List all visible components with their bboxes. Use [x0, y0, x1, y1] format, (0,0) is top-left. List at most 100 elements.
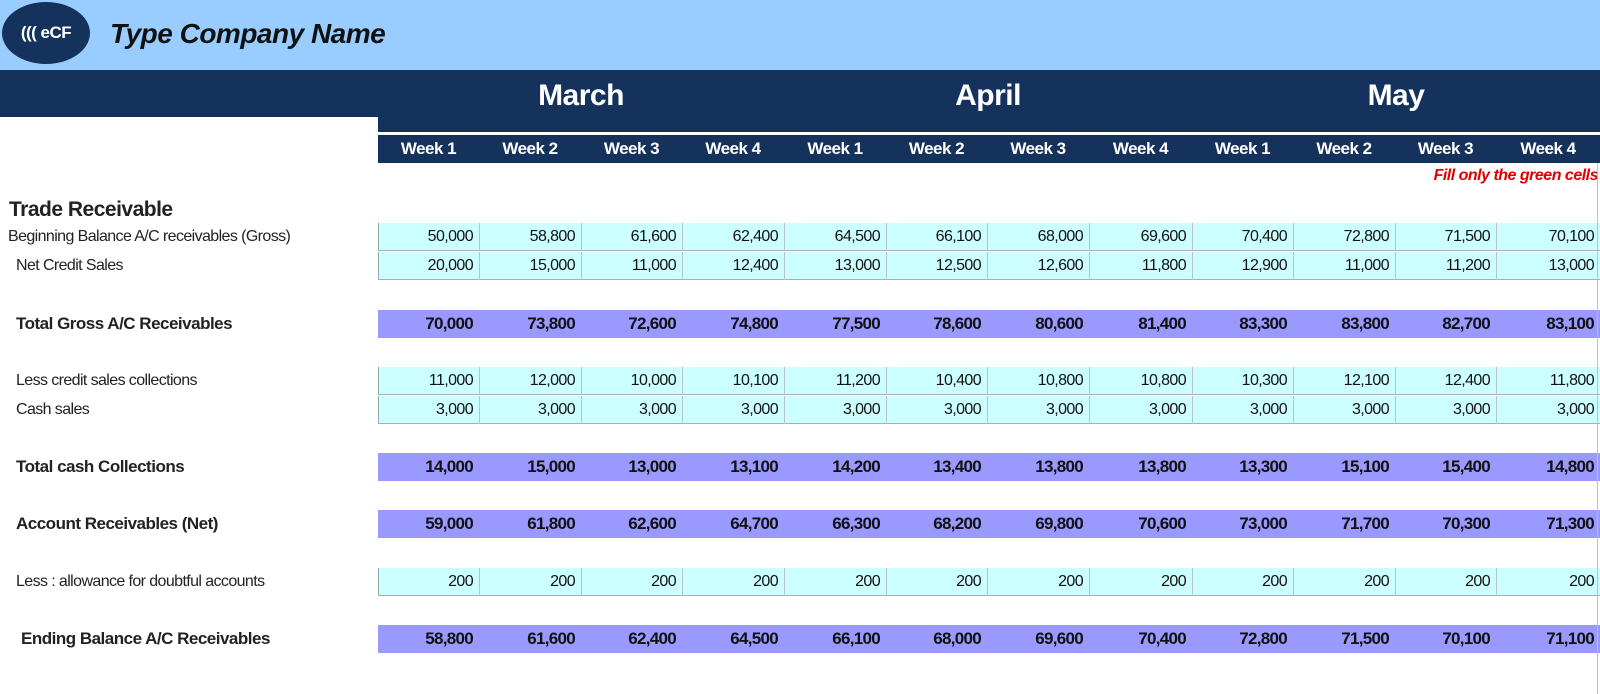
total-cell: 73,000	[1239, 514, 1287, 533]
input-cell[interactable]: 11,200	[1395, 252, 1496, 280]
input-cell[interactable]: 3,000	[784, 396, 886, 424]
input-cell[interactable]: 10,400	[886, 367, 987, 395]
input-cell[interactable]: 70,100	[1496, 223, 1600, 251]
input-cell[interactable]: 11,000	[378, 367, 479, 395]
total-cell: 62,400	[628, 629, 676, 648]
row-label: Beginning Balance A/C receivables (Gross…	[8, 228, 291, 245]
total-row: 14,000 15,000 13,000 13,100 14,200 13,400 13,8…	[378, 453, 1600, 481]
input-cell[interactable]: 71,500	[1395, 223, 1496, 251]
input-cell[interactable]: 62,400	[682, 223, 784, 251]
input-cell[interactable]: 200	[886, 568, 987, 596]
input-cell[interactable]: 3,000	[682, 396, 784, 424]
input-cell[interactable]: 3,000	[581, 396, 682, 424]
input-cell[interactable]: 200	[1192, 568, 1293, 596]
input-cell[interactable]: 13,000	[784, 252, 886, 280]
input-cell[interactable]: 3,000	[1192, 396, 1293, 424]
input-cell[interactable]: 12,600	[987, 252, 1089, 280]
input-cell[interactable]: 20,000	[378, 252, 479, 280]
total-cell: 13,300	[1239, 457, 1287, 476]
input-cell[interactable]: 200	[581, 568, 682, 596]
input-cell[interactable]: 12,100	[1293, 367, 1395, 395]
total-cell: 82,700	[1442, 314, 1490, 333]
week-header: Week 2	[1316, 139, 1372, 158]
input-cell[interactable]: 3,000	[378, 396, 479, 424]
total-cell: 83,100	[1546, 314, 1594, 333]
total-cell: 69,800	[1035, 514, 1083, 533]
input-cell[interactable]: 3,000	[987, 396, 1089, 424]
input-cell[interactable]: 3,000	[1395, 396, 1496, 424]
week-header: Week 4	[1520, 139, 1576, 158]
input-cell[interactable]: 12,500	[886, 252, 987, 280]
week-header: Week 4	[1112, 139, 1169, 158]
input-cell[interactable]: 3,000	[886, 396, 987, 424]
company-name[interactable]: Type Company Name	[110, 18, 386, 49]
week-header: Week 3	[603, 139, 660, 158]
total-cell: 66,300	[832, 514, 880, 533]
input-cell[interactable]: 200	[682, 568, 784, 596]
left-header-bar	[0, 70, 378, 117]
row-label: Account Receivables (Net)	[16, 514, 218, 533]
input-cell[interactable]: 200	[378, 568, 479, 596]
input-cell[interactable]: 11,000	[581, 252, 682, 280]
total-cell: 71,300	[1546, 514, 1594, 533]
total-cell: 62,600	[628, 514, 676, 533]
input-cell[interactable]: 200	[1089, 568, 1192, 596]
input-cell[interactable]: 200	[479, 568, 581, 596]
input-cell[interactable]: 200	[1395, 568, 1496, 596]
input-cell[interactable]: 200	[987, 568, 1089, 596]
total-cell: 14,000	[425, 457, 473, 476]
input-cell[interactable]: 69,600	[1089, 223, 1192, 251]
months-header: March April May	[378, 70, 1600, 132]
input-cell[interactable]: 3,000	[479, 396, 581, 424]
input-cell[interactable]: 200	[1293, 568, 1395, 596]
instruction-note: Fill only the green cells	[1433, 167, 1599, 184]
row-label: Net Credit Sales	[16, 257, 124, 274]
week-header: Week 1	[400, 139, 457, 158]
input-cell[interactable]: 10,000	[581, 367, 682, 395]
input-cell[interactable]: 12,400	[1395, 367, 1496, 395]
total-cell: 13,800	[1138, 457, 1186, 476]
input-row: 3,000 3,000 3,000 3,000 3,000 3,000 3,000 3,000…	[378, 396, 1600, 424]
total-cell: 74,800	[730, 314, 778, 333]
input-cell[interactable]: 11,200	[784, 367, 886, 395]
input-cell[interactable]: 12,000	[479, 367, 581, 395]
input-cell[interactable]: 64,500	[784, 223, 886, 251]
total-cell: 69,600	[1035, 629, 1083, 648]
input-cell[interactable]: 10,300	[1192, 367, 1293, 395]
input-cell[interactable]: 72,800	[1293, 223, 1395, 251]
total-cell: 80,600	[1035, 314, 1083, 333]
input-cell[interactable]: 11,800	[1496, 367, 1600, 395]
input-cell[interactable]: 66,100	[886, 223, 987, 251]
input-cell[interactable]: 68,000	[987, 223, 1089, 251]
input-cell[interactable]: 3,000	[1496, 396, 1600, 424]
input-cell[interactable]: 70,400	[1192, 223, 1293, 251]
row-label: Total cash Collections	[16, 457, 185, 476]
total-cell: 59,000	[425, 514, 473, 533]
total-cell: 15,400	[1442, 457, 1490, 476]
input-cell[interactable]: 15,000	[479, 252, 581, 280]
week-header: Week 3	[1010, 139, 1066, 158]
month-header: May	[1367, 79, 1425, 112]
week-header: Week 2	[502, 139, 558, 158]
input-cell[interactable]: 200	[1496, 568, 1600, 596]
input-cell[interactable]: 13,000	[1496, 252, 1600, 280]
input-row: 50,000 58,800 61,600 62,400 64,500 66,100 68,0…	[378, 223, 1600, 251]
input-cell[interactable]: 61,600	[581, 223, 682, 251]
input-cell[interactable]: 58,800	[479, 223, 581, 251]
total-cell: 73,800	[527, 314, 575, 333]
input-cell[interactable]: 11,800	[1089, 252, 1192, 280]
input-cell[interactable]: 12,900	[1192, 252, 1293, 280]
input-cell[interactable]: 11,000	[1293, 252, 1395, 280]
input-cell[interactable]: 3,000	[1293, 396, 1395, 424]
input-cell[interactable]: 10,100	[682, 367, 784, 395]
input-cell[interactable]: 12,400	[682, 252, 784, 280]
input-cell[interactable]: 50,000	[378, 223, 479, 251]
input-cell[interactable]: 3,000	[1089, 396, 1192, 424]
input-cell[interactable]: 200	[784, 568, 886, 596]
total-cell: 71,500	[1341, 629, 1389, 648]
total-row: 59,000 61,800 62,600 64,700 66,300 68,200 69,8…	[378, 510, 1600, 538]
total-cell: 66,100	[832, 629, 880, 648]
input-cell[interactable]: 10,800	[987, 367, 1089, 395]
input-cell[interactable]: 10,800	[1089, 367, 1192, 395]
company-logo: ((( eCF	[2, 2, 90, 64]
